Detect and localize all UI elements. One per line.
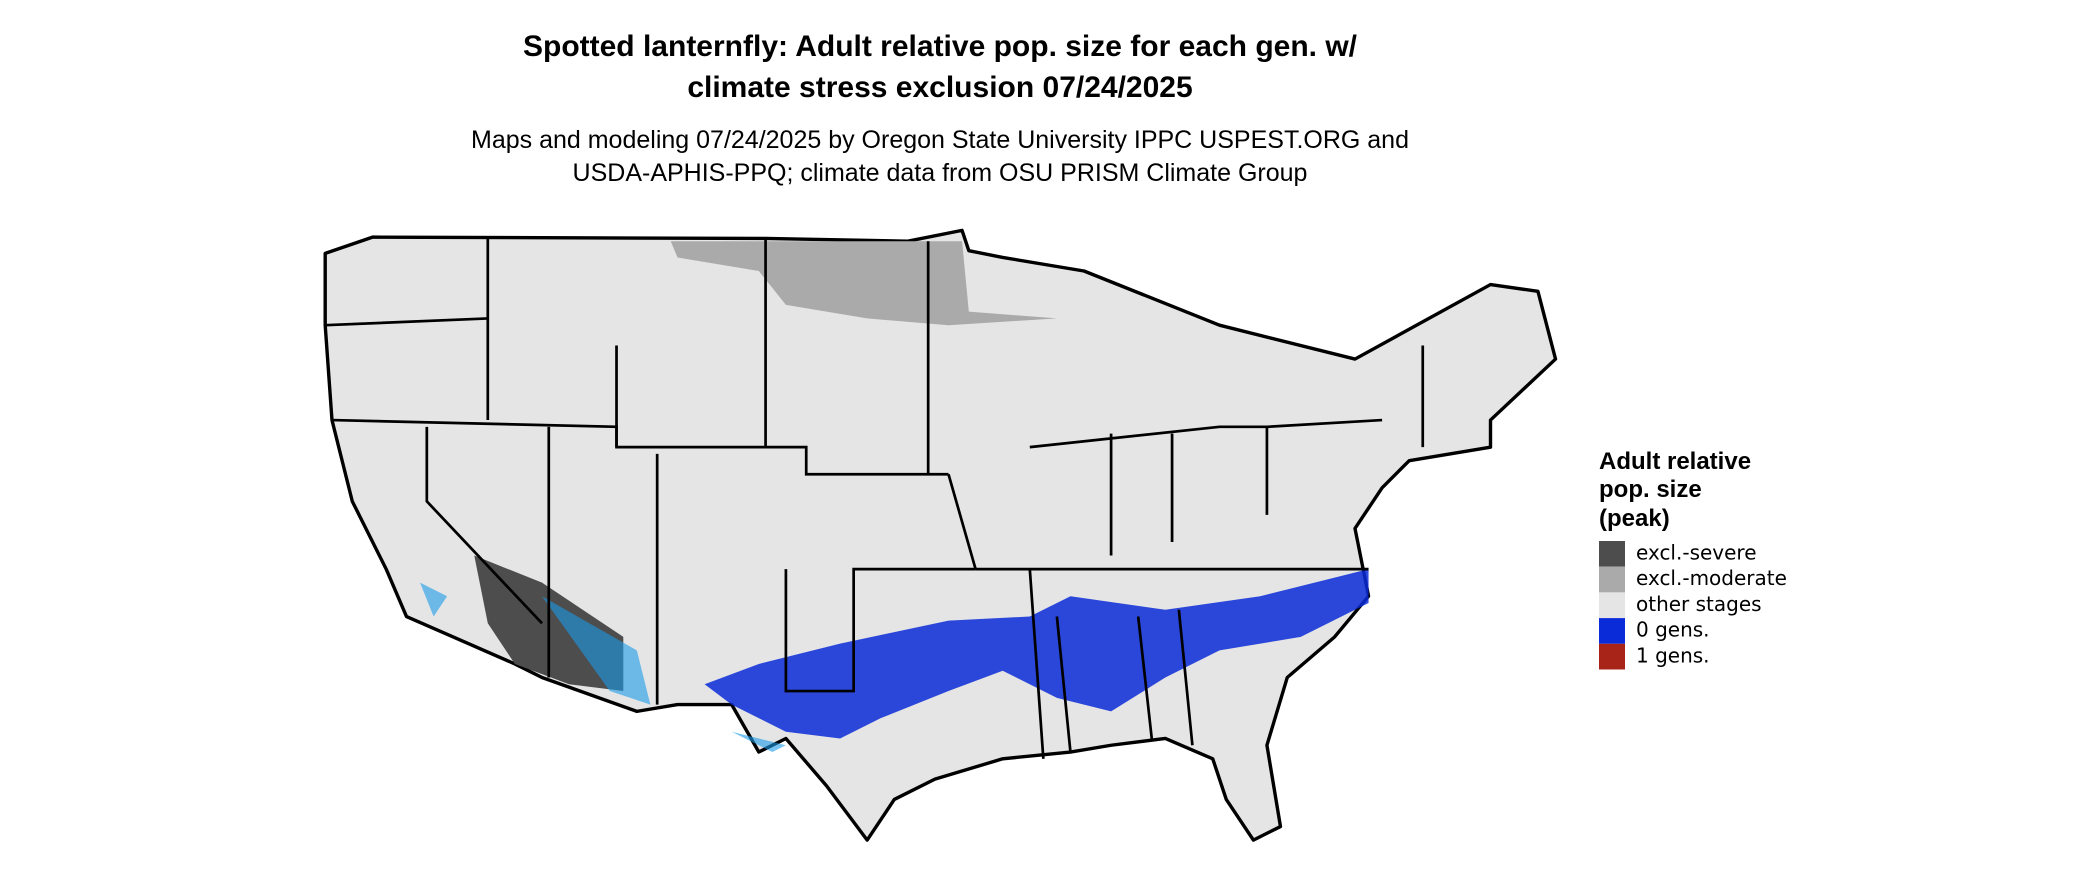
moderate-exclusion-area [670, 241, 1057, 326]
legend-label: excl.-severe [1636, 541, 1757, 565]
legend-swatch [1599, 592, 1625, 619]
legend-swatch [1599, 566, 1625, 593]
title-line: climate stress exclusion 07/24/2025 [687, 71, 1192, 104]
us-map [323, 228, 1558, 842]
state-borders [325, 238, 1425, 759]
legend-label: 1 gens. [1636, 643, 1710, 667]
legend-title-line: (peak) [1599, 505, 1670, 532]
subtitle-line: Maps and modeling 07/24/2025 by Oregon S… [471, 126, 1409, 154]
legend-swatch [1599, 618, 1625, 644]
legend-label: other stages [1636, 592, 1762, 616]
legend-label: excl.-moderate [1636, 566, 1787, 590]
legend: Adult relative pop. size (peak) excl.-se… [1599, 448, 1787, 670]
legend-label: 0 gens. [1636, 618, 1710, 642]
zero-gens-area [420, 582, 786, 753]
subtitle-line: USDA-APHIS-PPQ; climate data from OSU PR… [573, 159, 1308, 187]
legend-swatch [1599, 541, 1625, 567]
title-line: Spotted lanternfly: Adult relative pop. … [523, 30, 1358, 63]
legend-title-line: pop. size [1599, 476, 1702, 503]
legend-swatch [1599, 643, 1625, 670]
legend-title-line: Adult relative [1599, 448, 1751, 475]
